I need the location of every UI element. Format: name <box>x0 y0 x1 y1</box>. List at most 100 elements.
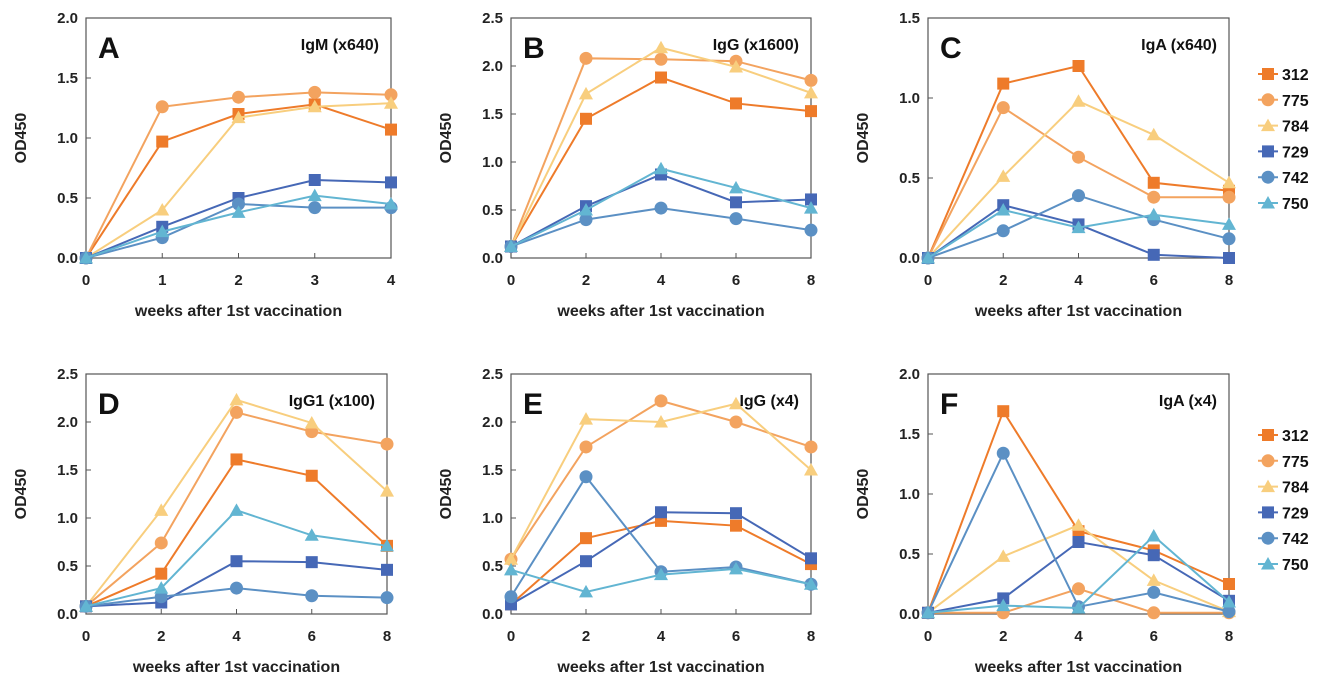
data-point <box>384 96 398 109</box>
y-axis-label: OD450 <box>855 469 872 520</box>
data-point <box>380 538 394 552</box>
data-point <box>730 196 742 209</box>
x-tick-label: 8 <box>807 628 815 645</box>
x-tick-label: 2 <box>999 628 1007 645</box>
data-point <box>231 205 246 218</box>
data-point <box>1147 606 1161 620</box>
x-axis-label: weeks after 1st vaccination <box>134 303 342 320</box>
x-axis-label: weeks after 1st vaccination <box>974 303 1182 320</box>
data-point <box>1146 573 1161 586</box>
y-tick-label: 0.0 <box>899 606 920 623</box>
x-tick-label: 6 <box>1150 272 1158 289</box>
data-point <box>1147 248 1160 261</box>
y-tick-label: 0.0 <box>482 606 503 623</box>
y-tick-label: 1.0 <box>899 90 920 107</box>
data-point <box>155 567 168 580</box>
data-point <box>384 197 398 210</box>
y-tick-label: 2.0 <box>482 58 503 75</box>
data-point <box>79 599 93 612</box>
legend-marker <box>1261 118 1275 132</box>
y-tick-label: 1.5 <box>57 462 78 479</box>
series-750 <box>504 561 818 598</box>
data-point <box>996 598 1011 612</box>
x-tick-label: 4 <box>1074 272 1083 289</box>
panel-title: IgG (x4) <box>739 393 799 410</box>
data-point <box>580 112 592 125</box>
data-point <box>805 552 817 565</box>
legend-label: 784 <box>1282 119 1309 136</box>
y-tick-label: 1.0 <box>482 510 503 527</box>
x-tick-label: 2 <box>582 628 590 645</box>
legend-label: 742 <box>1282 170 1309 187</box>
legend-label: 750 <box>1282 196 1309 213</box>
data-point <box>307 99 322 113</box>
data-point <box>729 396 743 410</box>
legend-label: 729 <box>1282 505 1309 522</box>
series-line-784 <box>927 100 1230 259</box>
data-point <box>305 556 318 569</box>
panel-label: E <box>523 388 543 421</box>
series-line-750 <box>927 208 1230 259</box>
data-point <box>504 239 518 252</box>
data-point <box>654 201 668 215</box>
x-tick-label: 8 <box>383 628 391 645</box>
data-point <box>729 59 743 73</box>
data-point <box>1147 585 1161 599</box>
series-750 <box>921 203 1236 264</box>
series-750 <box>79 503 394 612</box>
panel-d: 0.0 0.5 1.0 1.5 2.0 2.5 0 2 4 6 8 weeks after 1st v… <box>13 366 394 676</box>
series-784 <box>79 96 398 264</box>
data-point <box>230 555 243 568</box>
series-312 <box>505 514 817 611</box>
data-point <box>804 463 818 476</box>
y-axis-label: OD450 <box>438 113 455 164</box>
data-point <box>385 176 397 189</box>
x-tick-label: 6 <box>308 628 316 645</box>
data-point <box>655 71 667 84</box>
series-750 <box>79 188 398 264</box>
y-tick-label: 2.0 <box>899 366 920 383</box>
x-tick-label: 0 <box>507 628 515 645</box>
data-point <box>996 203 1011 216</box>
data-point <box>380 591 394 605</box>
data-point <box>804 85 818 99</box>
x-tick-label: 8 <box>1225 628 1233 645</box>
x-tick-label: 6 <box>732 272 740 289</box>
data-point <box>655 506 667 519</box>
panel-title: IgG (x1600) <box>713 37 799 54</box>
data-point <box>804 73 818 87</box>
data-point <box>730 97 742 110</box>
x-axis-label: weeks after 1st vaccination <box>974 659 1182 676</box>
y-tick-label: 0.5 <box>899 170 920 187</box>
data-point <box>579 584 593 598</box>
data-point <box>79 251 93 264</box>
panel-label: B <box>523 32 545 65</box>
x-tick-label: 4 <box>657 628 666 645</box>
data-point <box>996 224 1010 238</box>
data-point <box>921 251 935 264</box>
legend-label: 750 <box>1282 557 1309 574</box>
data-point <box>996 446 1010 460</box>
data-point <box>380 437 394 451</box>
data-point <box>154 581 169 594</box>
data-point <box>1071 518 1086 531</box>
series-line-312 <box>510 519 812 606</box>
data-point <box>305 589 319 603</box>
y-tick-label: 2.5 <box>482 366 503 383</box>
legend-label: 312 <box>1282 67 1309 84</box>
legend-label: 784 <box>1282 480 1309 497</box>
y-tick-label: 1.0 <box>899 486 920 503</box>
y-tick-label: 0.5 <box>57 558 78 575</box>
data-point <box>579 51 593 65</box>
data-point <box>307 188 322 202</box>
data-point <box>804 223 818 237</box>
data-point <box>805 193 817 206</box>
legend-marker <box>1262 506 1274 519</box>
data-point <box>1072 582 1085 596</box>
data-point <box>308 201 322 215</box>
y-axis-label: OD450 <box>438 469 455 520</box>
x-tick-label: 4 <box>657 272 666 289</box>
panel-label: C <box>940 32 962 65</box>
y-tick-label: 0.5 <box>57 190 78 207</box>
data-point <box>654 52 668 66</box>
